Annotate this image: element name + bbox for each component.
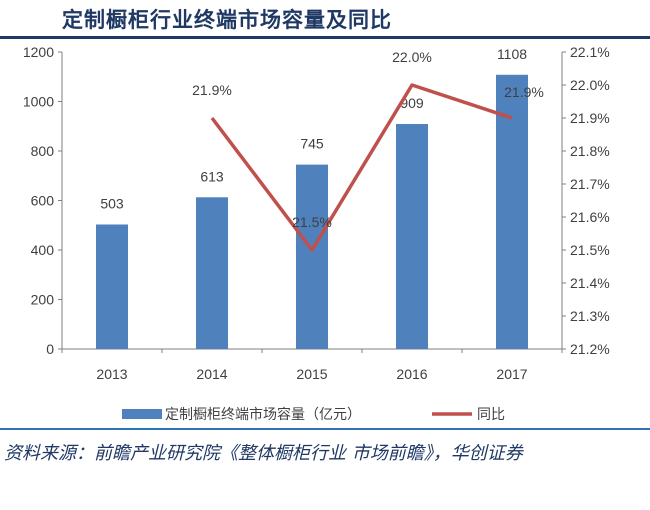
x-tick-label: 2013	[96, 366, 127, 382]
right-y-tick-label: 21.4%	[570, 275, 610, 291]
right-y-tick-label: 22.1%	[570, 44, 610, 60]
bar-data-label: 909	[400, 95, 424, 111]
bar	[396, 124, 428, 350]
line-data-label: 21.9%	[504, 84, 544, 100]
right-y-tick-label: 21.7%	[570, 176, 610, 192]
bar-series	[96, 74, 528, 350]
bar-data-labels: 503 613 745 909 1108	[100, 46, 527, 212]
left-y-tick-label: 400	[31, 242, 55, 258]
right-y-tick-label: 21.3%	[570, 308, 610, 324]
line-series	[210, 83, 513, 252]
legend-bar-swatch	[122, 409, 162, 419]
legend-line-label: 同比	[477, 406, 505, 422]
source-divider	[0, 428, 650, 430]
yoy-line	[210, 83, 513, 252]
bar-data-label: 503	[100, 196, 124, 212]
page-title: 定制橱柜行业终端市场容量及同比	[62, 8, 392, 32]
right-y-tick-label: 21.9%	[570, 110, 610, 126]
right-y-tick-label: 21.6%	[570, 209, 610, 225]
left-y-tick-label: 600	[31, 193, 55, 209]
right-y-tick-labels: 21.2% 21.3% 21.4% 21.5% 21.6% 21.7% 21.8% 21.9%…	[570, 44, 610, 357]
bar	[96, 224, 128, 349]
bar	[496, 74, 528, 350]
x-tick-label: 2016	[396, 366, 427, 382]
line-data-label: 22.0%	[392, 49, 432, 65]
x-tick-label: 2017	[496, 366, 527, 382]
line-data-label: 21.5%	[292, 214, 332, 230]
line-data-label: 21.9%	[192, 82, 232, 98]
title-divider	[0, 36, 650, 39]
x-tick-labels: 2013 2014 2015 2016 2017	[96, 366, 527, 382]
left-y-tick-labels: 0 200 400 600 800 1000 1200	[23, 44, 54, 357]
right-y-tick-label: 22.0%	[570, 77, 610, 93]
left-y-tick-label: 200	[31, 292, 55, 308]
bar-data-label: 613	[200, 168, 224, 184]
left-y-tick-label: 1000	[23, 94, 54, 110]
right-y-tick-label: 21.8%	[570, 143, 610, 159]
right-y-tick-label: 21.2%	[570, 341, 610, 357]
bar	[196, 197, 228, 349]
legend-bar-label: 定制橱柜终端市场容量（亿元）	[165, 406, 361, 422]
bar-data-label: 745	[300, 136, 324, 152]
bar	[296, 164, 328, 349]
combo-chart: 503 613 745 909 1108 21.9% 21.5% 22.0% 21.9% 20…	[23, 44, 610, 422]
line-data-labels: 21.9% 21.5% 22.0% 21.9%	[192, 49, 544, 230]
left-y-tick-label: 0	[46, 341, 54, 357]
bar-data-label: 1108	[497, 46, 527, 62]
source-note: 资料来源：前瞻产业研究院《整体橱柜行业 市场前瞻》，华创证券	[4, 443, 523, 464]
x-tick-label: 2015	[296, 366, 327, 382]
x-tick-label: 2014	[196, 366, 227, 382]
chart-legend: 定制橱柜终端市场容量（亿元） 同比	[122, 406, 505, 422]
left-y-tick-label: 1200	[23, 44, 54, 60]
right-y-tick-label: 21.5%	[570, 242, 610, 258]
left-y-tick-label: 800	[31, 143, 55, 159]
